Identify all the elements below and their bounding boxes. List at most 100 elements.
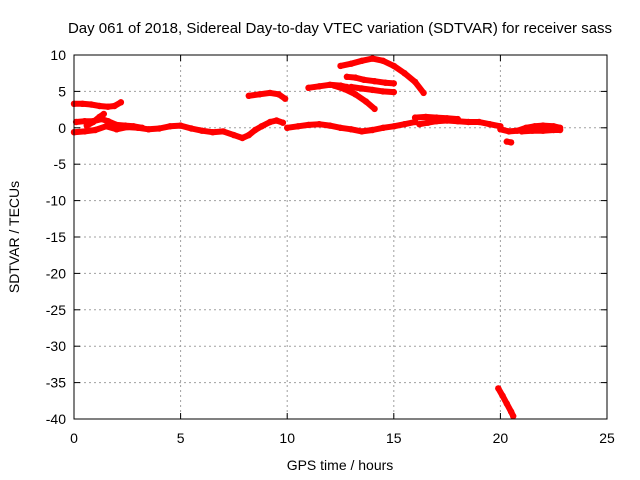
data-point bbox=[369, 86, 376, 94]
data-point bbox=[305, 121, 312, 129]
data-point bbox=[266, 89, 274, 97]
data-point bbox=[258, 123, 265, 130]
data-point bbox=[424, 119, 432, 126]
data-point bbox=[245, 92, 252, 100]
data-point bbox=[539, 127, 547, 134]
x-axis-label: GPS time / hours bbox=[287, 457, 394, 473]
y-tick-label: 5 bbox=[58, 83, 66, 99]
data-point bbox=[433, 114, 440, 121]
data-point bbox=[416, 121, 423, 128]
data-point bbox=[87, 101, 95, 108]
y-tick-label: 10 bbox=[50, 47, 66, 63]
data-point bbox=[499, 392, 506, 399]
data-point bbox=[305, 84, 312, 92]
data-point bbox=[111, 102, 118, 110]
data-point bbox=[316, 83, 323, 90]
data-point bbox=[420, 89, 427, 97]
data-point bbox=[220, 128, 227, 135]
data-point bbox=[369, 126, 376, 134]
data-point bbox=[505, 128, 513, 135]
data-point bbox=[371, 78, 378, 85]
data-point bbox=[326, 122, 333, 129]
x-tick-label: 5 bbox=[177, 430, 185, 446]
y-tick-label: -20 bbox=[46, 265, 66, 281]
y-tick-label: -25 bbox=[46, 302, 66, 318]
data-point bbox=[497, 126, 504, 133]
data-point bbox=[507, 139, 515, 146]
data-point bbox=[266, 118, 274, 126]
data-point bbox=[348, 83, 355, 91]
data-point bbox=[279, 119, 287, 126]
x-tick-label: 25 bbox=[599, 430, 615, 446]
data-point bbox=[401, 70, 408, 77]
data-point bbox=[316, 121, 323, 128]
series-layer bbox=[70, 55, 564, 420]
data-point bbox=[503, 400, 510, 407]
data-point bbox=[198, 127, 206, 134]
data-point bbox=[550, 126, 557, 134]
data-point bbox=[510, 412, 517, 420]
data-point bbox=[390, 62, 397, 70]
data-point bbox=[166, 123, 174, 130]
data-point bbox=[209, 129, 216, 136]
data-point bbox=[411, 114, 419, 121]
data-point bbox=[379, 88, 387, 95]
data-point bbox=[390, 88, 397, 96]
data-point bbox=[362, 98, 370, 105]
data-point bbox=[117, 99, 125, 106]
data-point bbox=[379, 57, 387, 64]
y-tick-label: -30 bbox=[46, 338, 66, 354]
data-point bbox=[90, 118, 97, 126]
data-point bbox=[104, 118, 112, 125]
data-point bbox=[454, 115, 461, 123]
grid bbox=[74, 55, 607, 419]
data-point bbox=[369, 55, 376, 62]
data-point bbox=[360, 76, 368, 84]
data-point bbox=[390, 123, 397, 130]
data-point bbox=[337, 62, 344, 70]
data-point bbox=[83, 122, 91, 129]
data-point bbox=[139, 124, 146, 131]
data-point bbox=[518, 128, 525, 135]
data-point bbox=[539, 122, 547, 129]
data-point bbox=[188, 125, 195, 132]
data-point bbox=[330, 82, 338, 89]
data-point bbox=[352, 91, 359, 98]
y-tick-label: -5 bbox=[54, 156, 67, 172]
data-point bbox=[130, 123, 137, 130]
y-tick-label: 0 bbox=[58, 120, 66, 136]
data-point bbox=[245, 131, 252, 139]
data-point bbox=[100, 110, 108, 118]
data-point bbox=[273, 117, 280, 124]
data-point bbox=[390, 80, 397, 87]
chart-title: Day 061 of 2018, Sidereal Day-to-day VTE… bbox=[68, 20, 612, 37]
data-point bbox=[465, 118, 472, 126]
x-tick-label: 20 bbox=[493, 430, 509, 446]
data-point bbox=[81, 128, 88, 135]
data-point bbox=[145, 126, 152, 133]
data-point bbox=[358, 128, 365, 135]
x-tick-label: 10 bbox=[279, 430, 295, 446]
data-point bbox=[348, 126, 355, 133]
data-point bbox=[252, 126, 259, 134]
data-point bbox=[79, 100, 86, 108]
y-tick-label: -10 bbox=[46, 193, 66, 209]
data-point bbox=[401, 121, 408, 128]
data-point bbox=[486, 121, 493, 128]
data-point bbox=[475, 118, 483, 126]
data-point bbox=[104, 103, 112, 110]
data-point bbox=[337, 124, 344, 131]
data-point bbox=[156, 125, 163, 132]
data-point bbox=[358, 57, 365, 64]
data-point bbox=[422, 113, 429, 121]
y-tick-label: -40 bbox=[46, 411, 66, 427]
data-point bbox=[294, 123, 302, 130]
data-point bbox=[556, 126, 564, 134]
data-point bbox=[239, 134, 246, 142]
data-point bbox=[122, 122, 129, 129]
data-point bbox=[341, 86, 348, 93]
data-point bbox=[256, 91, 263, 98]
data-point bbox=[177, 122, 184, 129]
data-point bbox=[96, 102, 103, 110]
